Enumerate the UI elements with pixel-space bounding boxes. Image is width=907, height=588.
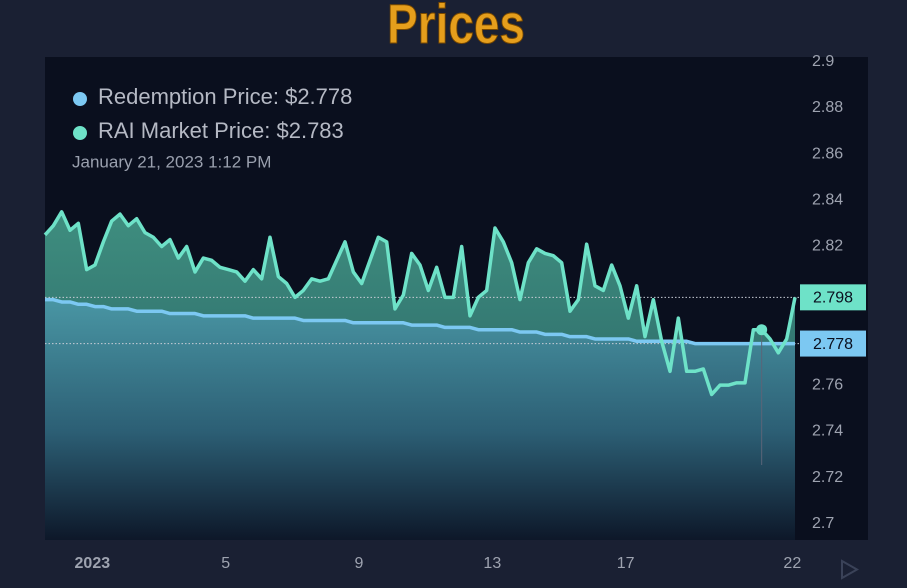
y-tick-label: 2.86 [812,145,843,162]
x-tick-label: 5 [221,555,230,572]
x-tick-label: 9 [355,555,364,572]
x-tick-label: 17 [617,555,635,572]
y-tick-label: 2.84 [812,192,843,209]
x-tick-label: 13 [483,555,501,572]
value-tag [800,330,866,357]
y-tick-label: 2.7 [812,515,834,532]
value-tag-label: 2.798 [813,290,853,307]
series-line [45,297,795,346]
value-tag [800,284,866,311]
legend-swatch [73,126,87,140]
x-tick-label: 22 [783,555,801,572]
series-line [43,210,797,397]
legend-swatch [73,92,87,106]
y-tick-label: 2.72 [812,469,843,486]
value-tag-label: 2.778 [813,336,853,353]
play-icon[interactable] [841,559,860,580]
legend-label: RAI Market Price: $2.783 [98,118,344,143]
y-tick-label: 2.9 [812,53,834,70]
cursor-dot [756,324,768,336]
y-tick-label: 2.88 [812,99,843,116]
x-tick-label: 2023 [75,555,111,572]
chart-title: Prices [387,0,525,55]
y-tick-label: 2.82 [812,238,843,255]
area [45,299,795,540]
y-tick-label: 2.74 [812,423,843,440]
y-tick-label: 2.76 [812,376,843,393]
legend-label: Redemption Price: $2.778 [98,84,352,109]
subtitle: January 21, 2023 1:12 PM [72,152,271,171]
